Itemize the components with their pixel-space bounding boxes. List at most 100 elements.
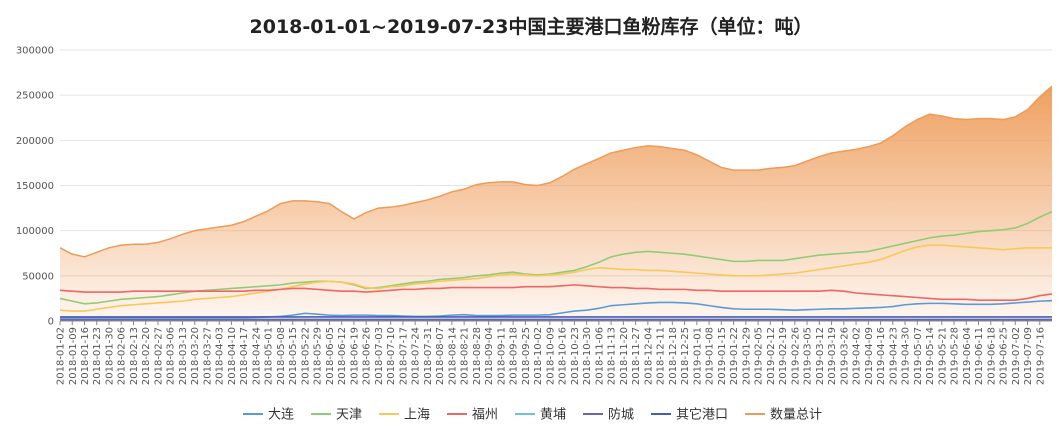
- x-tick-label: 2018-07-03: [374, 327, 385, 385]
- x-tick-label: 2018-09-11: [496, 327, 507, 385]
- y-tick-label: 150000: [16, 181, 54, 192]
- x-tick-label: 2018-12-25: [680, 327, 691, 385]
- x-tick-label: 2018-08-21: [460, 327, 471, 385]
- total-area: [59, 85, 1053, 321]
- x-tick-label: 2019-05-28: [950, 327, 961, 385]
- x-tick-label: 2018-02-20: [141, 327, 152, 385]
- x-tick-label: 2018-11-06: [594, 327, 605, 385]
- series-line-2: [59, 244, 1052, 312]
- x-tick-label: 2019-06-25: [999, 327, 1010, 385]
- x-tick-label: 2018-09-25: [521, 327, 532, 385]
- x-tick-label: 2018-10-09: [545, 327, 556, 385]
- x-tick-label: 2018-12-04: [643, 327, 654, 385]
- x-tick-label: 2019-05-14: [925, 327, 936, 385]
- x-tick-label: 2018-07-31: [423, 327, 434, 385]
- x-tick-label: 2019-06-04: [962, 327, 973, 385]
- x-tick-label: 2018-08-28: [472, 327, 483, 385]
- x-tick-label: 2019-05-21: [937, 327, 948, 385]
- x-tick-label: 2019-01-01: [692, 327, 703, 385]
- x-tick-label: 2018-04-10: [227, 327, 238, 385]
- x-tick-label: 2019-04-16: [876, 327, 887, 385]
- x-tick-label: 2019-01-29: [741, 327, 752, 385]
- x-tick-label: 2018-02-13: [129, 327, 140, 385]
- x-axis: 2018-01-02 2018-01-09 2018-01-16 2018-01-23…: [56, 321, 1046, 385]
- x-tick-label: 2018-06-05: [325, 327, 336, 385]
- y-tick-label: 300000: [16, 46, 54, 57]
- x-tick-label: 2019-04-02: [852, 327, 863, 385]
- x-tick-label: 2018-01-16: [80, 327, 91, 385]
- x-tick-label: 2019-04-30: [901, 327, 912, 385]
- y-tick-label: 250000: [16, 91, 54, 102]
- series-line-total: [59, 85, 1053, 258]
- x-tick-label: 2018-05-08: [276, 327, 287, 385]
- x-tick-label: 2018-11-13: [607, 327, 618, 385]
- y-axis: 0 50000 100000 150000 200000 250000 300000: [16, 46, 54, 328]
- legend-item-label[interactable]: 上海: [404, 408, 430, 423]
- x-tick-label: 2018-06-12: [337, 327, 348, 385]
- x-tick-label: 2018-11-20: [619, 327, 630, 385]
- series-line-0: [60, 299, 1053, 320]
- x-tick-label: 2019-04-09: [864, 327, 875, 385]
- x-tick-label: 2018-10-23: [570, 327, 581, 385]
- x-tick-label: 2018-04-03: [215, 327, 226, 385]
- x-tick-label: 2018-03-13: [178, 327, 189, 385]
- x-tick-label: 2018-09-04: [484, 327, 495, 385]
- x-tick-label: 2019-02-05: [754, 327, 765, 385]
- x-tick-label: 2018-08-07: [435, 327, 446, 385]
- x-tick-label: 2018-05-15: [288, 327, 299, 385]
- x-tick-label: 2018-02-06: [117, 327, 128, 385]
- x-tick-label: 2019-02-12: [766, 327, 777, 385]
- x-tick-label: 2019-07-16: [1035, 327, 1046, 385]
- x-tick-label: 2019-06-18: [986, 327, 997, 385]
- x-tick-label: 2018-01-30: [104, 327, 115, 385]
- series-line-3: [59, 284, 1053, 302]
- x-tick-label: 2018-10-30: [582, 327, 593, 385]
- x-tick-label: 2018-01-23: [92, 327, 103, 385]
- legend-item-label[interactable]: 防城: [608, 407, 634, 423]
- x-tick-label: 2019-01-22: [729, 327, 740, 385]
- x-tick-label: 2019-02-26: [790, 327, 801, 385]
- chart-title: 2018-01-01~2019-07-23中国主要港口鱼粉库存（单位：吨）: [249, 16, 813, 38]
- legend-item-label[interactable]: 福州: [472, 408, 498, 423]
- x-tick-label: 2018-08-14: [447, 327, 458, 385]
- x-tick-label: 2018-04-17: [239, 327, 250, 385]
- x-tick-label: 2018-10-16: [558, 327, 569, 385]
- y-tick-label: 100000: [16, 226, 54, 237]
- x-tick-label: 2019-07-09: [1023, 327, 1034, 385]
- legend-item-label[interactable]: 大连: [268, 407, 294, 423]
- x-tick-label: 2018-09-18: [509, 327, 520, 385]
- x-tick-label: 2018-01-09: [68, 327, 79, 385]
- x-tick-label: 2019-01-15: [717, 327, 728, 385]
- x-tick-label: 2018-04-24: [251, 327, 262, 385]
- x-tick-label: 2018-01-02: [56, 327, 67, 385]
- x-tick-label: 2018-05-22: [300, 327, 311, 385]
- legend-item-label[interactable]: 黄埔: [540, 408, 566, 423]
- x-tick-label: 2018-11-27: [631, 327, 642, 385]
- y-tick-label: 50000: [22, 271, 54, 282]
- x-tick-label: 2018-07-10: [386, 327, 397, 385]
- x-tick-label: 2018-05-29: [313, 327, 324, 385]
- x-tick-label: 2019-06-11: [974, 327, 985, 385]
- legend-item-label[interactable]: 天津: [336, 408, 362, 423]
- x-tick-label: 2018-12-11: [656, 327, 667, 385]
- x-tick-label: 2018-06-19: [349, 327, 360, 385]
- x-tick-label: 2019-03-19: [827, 327, 838, 385]
- legend-item-label[interactable]: 数量总计: [770, 408, 822, 423]
- y-tick-label: 0: [48, 317, 54, 328]
- x-tick-label: 2018-06-26: [362, 327, 373, 385]
- series-line-1: [59, 210, 1053, 305]
- x-tick-label: 2018-03-06: [166, 327, 177, 385]
- x-tick-label: 2018-03-20: [190, 327, 201, 385]
- x-tick-label: 2019-03-26: [839, 327, 850, 385]
- x-tick-label: 2018-02-27: [153, 327, 164, 385]
- legend-item-label[interactable]: 其它港口: [676, 407, 728, 423]
- x-tick-label: 2018-10-02: [533, 327, 544, 385]
- x-tick-label: 2019-01-08: [705, 327, 716, 385]
- legend: 大连 天津 上海 福州 黄埔 防城 其它港口 数量总计: [243, 407, 822, 423]
- x-tick-label: 2018-03-27: [202, 327, 213, 385]
- x-tick-label: 2019-03-12: [815, 327, 826, 385]
- x-tick-label: 2018-05-01: [264, 327, 275, 385]
- x-tick-label: 2019-04-23: [888, 327, 899, 385]
